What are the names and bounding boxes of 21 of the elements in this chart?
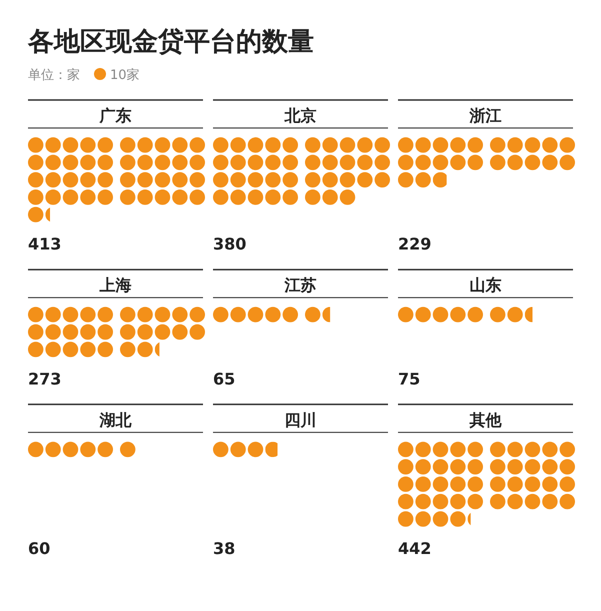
text: 山东 — [470, 276, 502, 295]
data-label: 380 — [213, 234, 246, 254]
data-label: 10家 — [110, 67, 140, 83]
data-label: 65 — [213, 369, 236, 388]
text: 广东 — [98, 106, 132, 125]
data-label: 442 — [398, 539, 432, 558]
data-label: 75 — [398, 369, 420, 388]
data-label: 229 — [398, 234, 432, 254]
data-label: 413 — [28, 234, 62, 254]
text: 上海 — [98, 276, 132, 295]
text: 各地区现金贷平台的数量 — [27, 27, 314, 57]
text: 其他 — [468, 410, 502, 430]
data-label: 273 — [28, 369, 62, 388]
data-label: 60 — [28, 539, 50, 558]
text: 湖北 — [98, 410, 132, 430]
text: 江苏 — [284, 276, 316, 295]
text: 四川 — [284, 410, 316, 430]
text: 浙江 — [468, 106, 502, 125]
data-label: 38 — [213, 539, 236, 558]
text: 单位：家 — [28, 67, 80, 83]
text: 北京 — [284, 106, 316, 125]
